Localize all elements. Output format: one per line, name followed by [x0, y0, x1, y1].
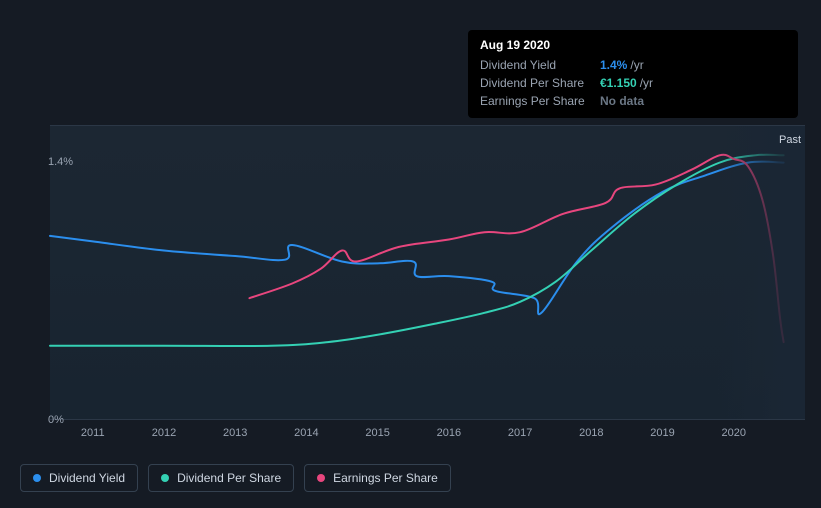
- legend-label: Earnings Per Share: [333, 471, 438, 485]
- series-line-dividend_yield: [50, 162, 784, 315]
- chart-plot-area[interactable]: Past: [50, 125, 805, 420]
- tooltip-value: 1.4%: [600, 56, 627, 74]
- x-axis-tick-label: 2011: [81, 427, 105, 439]
- tooltip-label: Dividend Yield: [480, 56, 600, 74]
- tooltip-row: Dividend Per Share€1.150/yr: [480, 74, 786, 92]
- past-label: Past: [779, 134, 801, 146]
- legend-label: Dividend Per Share: [177, 471, 281, 485]
- x-axis-tick-label: 2018: [579, 427, 603, 439]
- tooltip-unit: /yr: [640, 74, 653, 92]
- tooltip-row: Dividend Yield1.4%/yr: [480, 56, 786, 74]
- legend-dot-icon: [33, 474, 41, 482]
- x-axis-tick-label: 2013: [223, 427, 247, 439]
- legend-item[interactable]: Earnings Per Share: [304, 464, 451, 492]
- chart-legend: Dividend Yield Dividend Per Share Earnings…: [20, 464, 451, 492]
- tooltip-row: Earnings Per ShareNo data: [480, 92, 786, 110]
- tooltip-unit: /yr: [630, 56, 643, 74]
- x-axis-ticks: 2011 2012 2013 2014 2015 2016 2017 2018 2019 2020: [50, 423, 805, 443]
- legend-item[interactable]: Dividend Yield: [20, 464, 138, 492]
- tooltip-rows: Dividend Yield1.4%/yrDividend Per Share€…: [480, 56, 786, 110]
- legend-dot-icon: [317, 474, 325, 482]
- tooltip-date: Aug 19 2020: [480, 38, 786, 52]
- x-axis-tick-label: 2019: [650, 427, 674, 439]
- x-axis-tick-label: 2016: [437, 427, 461, 439]
- chart-tooltip: Aug 19 2020 Dividend Yield1.4%/yrDividen…: [468, 30, 798, 118]
- legend-item[interactable]: Dividend Per Share: [148, 464, 294, 492]
- x-axis-tick-label: 2020: [722, 427, 746, 439]
- tooltip-label: Earnings Per Share: [480, 92, 600, 110]
- x-axis-tick-label: 2017: [508, 427, 532, 439]
- x-axis-tick-label: 2014: [294, 427, 318, 439]
- tooltip-value: No data: [600, 92, 644, 110]
- series-line-earnings_per_share: [249, 155, 783, 342]
- x-axis-tick-label: 2012: [152, 427, 176, 439]
- legend-label: Dividend Yield: [49, 471, 125, 485]
- chart-lines-svg: [50, 126, 805, 419]
- legend-dot-icon: [161, 474, 169, 482]
- tooltip-label: Dividend Per Share: [480, 74, 600, 92]
- x-axis-tick-label: 2015: [365, 427, 389, 439]
- chart-container: Past 20112012201320142015201620172018201…: [20, 105, 810, 450]
- tooltip-value: €1.150: [600, 74, 637, 92]
